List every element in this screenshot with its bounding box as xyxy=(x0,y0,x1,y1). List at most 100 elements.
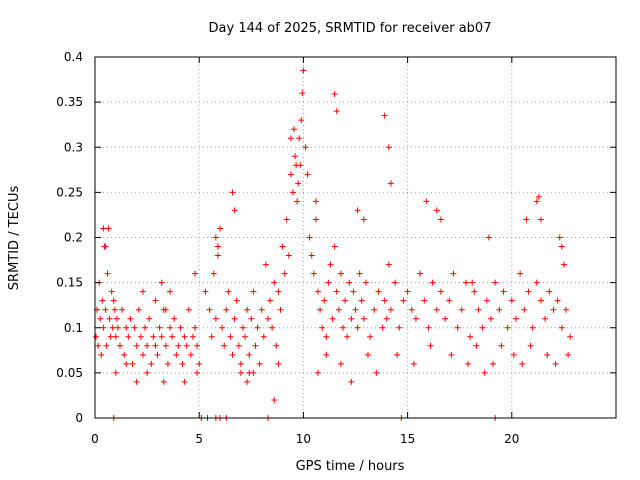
data-point xyxy=(329,315,336,322)
data-point xyxy=(352,306,359,313)
data-point xyxy=(519,360,526,367)
data-point xyxy=(250,369,257,376)
data-point xyxy=(233,297,240,304)
data-point xyxy=(235,342,242,349)
data-point xyxy=(202,288,209,295)
data-point xyxy=(223,306,230,313)
data-point xyxy=(102,306,109,313)
data-point xyxy=(517,270,524,277)
data-point xyxy=(179,360,186,367)
data-point xyxy=(475,306,482,313)
points-layer xyxy=(93,67,574,421)
data-point xyxy=(108,288,115,295)
data-point xyxy=(533,198,540,205)
data-point xyxy=(365,351,372,358)
data-point xyxy=(254,324,261,331)
data-point xyxy=(173,351,180,358)
data-point xyxy=(183,342,190,349)
data-point xyxy=(400,297,407,304)
data-point xyxy=(131,324,138,331)
data-point xyxy=(360,315,367,322)
data-point xyxy=(342,297,349,304)
y-tick-label: 0.4 xyxy=(64,50,83,64)
data-point xyxy=(385,261,392,268)
data-point xyxy=(264,315,271,322)
data-point xyxy=(260,333,267,340)
data-point xyxy=(510,351,517,358)
data-point xyxy=(295,180,302,187)
data-point xyxy=(119,306,126,313)
data-point xyxy=(331,91,338,98)
data-point xyxy=(162,342,169,349)
data-point xyxy=(299,90,306,97)
data-point xyxy=(212,234,219,241)
data-point xyxy=(385,144,392,151)
data-point xyxy=(381,297,388,304)
data-point xyxy=(244,378,251,385)
data-point xyxy=(294,198,301,205)
data-point xyxy=(285,252,292,259)
data-point xyxy=(158,279,165,286)
data-point xyxy=(103,342,110,349)
data-point xyxy=(446,297,453,304)
data-point xyxy=(479,324,486,331)
data-point xyxy=(373,369,380,376)
data-point xyxy=(437,288,444,295)
data-point xyxy=(133,342,140,349)
data-point xyxy=(375,288,382,295)
data-point xyxy=(321,297,328,304)
data-point xyxy=(412,315,419,322)
data-point xyxy=(167,324,174,331)
data-point xyxy=(93,333,100,340)
data-point xyxy=(214,252,221,259)
data-point xyxy=(210,270,217,277)
data-point xyxy=(508,297,515,304)
data-point xyxy=(562,306,569,313)
data-point xyxy=(304,171,311,178)
x-axis-label: GPS time / hours xyxy=(296,459,405,474)
data-point xyxy=(344,333,351,340)
data-point xyxy=(335,306,342,313)
data-point xyxy=(487,315,494,322)
data-point xyxy=(529,324,536,331)
data-point xyxy=(404,288,411,295)
data-point xyxy=(135,306,142,313)
data-point xyxy=(394,351,401,358)
data-point xyxy=(350,288,357,295)
data-point xyxy=(196,360,203,367)
data-point xyxy=(277,306,284,313)
data-point xyxy=(450,270,457,277)
data-point xyxy=(237,360,244,367)
data-point xyxy=(187,351,194,358)
data-point xyxy=(302,144,309,151)
data-point xyxy=(300,67,307,74)
data-point xyxy=(546,288,553,295)
data-point xyxy=(314,369,321,376)
data-point xyxy=(244,306,251,313)
data-point xyxy=(152,342,159,349)
data-point xyxy=(469,279,476,286)
data-point xyxy=(287,135,294,142)
ticks-layer: 0 0.05 0.1 0.15 0.2 0.25 0.3 0.35 0.4 0 5 10 15 20 xyxy=(56,50,616,446)
data-point xyxy=(310,270,317,277)
data-point xyxy=(567,333,574,340)
data-point xyxy=(362,279,369,286)
data-point xyxy=(471,288,478,295)
chart-title: Day 144 of 2025, SRMTID for receiver ab0… xyxy=(209,21,492,36)
data-point xyxy=(521,306,528,313)
data-point xyxy=(271,279,278,286)
data-point xyxy=(139,351,146,358)
data-point xyxy=(558,243,565,250)
data-point xyxy=(348,315,355,322)
data-point xyxy=(189,333,196,340)
data-point xyxy=(250,288,257,295)
data-point xyxy=(312,216,319,223)
data-point xyxy=(246,351,253,358)
data-point xyxy=(239,324,246,331)
data-point xyxy=(323,351,330,358)
data-point xyxy=(283,216,290,223)
data-point xyxy=(271,396,278,403)
data-point xyxy=(164,360,171,367)
data-point xyxy=(192,270,199,277)
data-point xyxy=(112,333,119,340)
